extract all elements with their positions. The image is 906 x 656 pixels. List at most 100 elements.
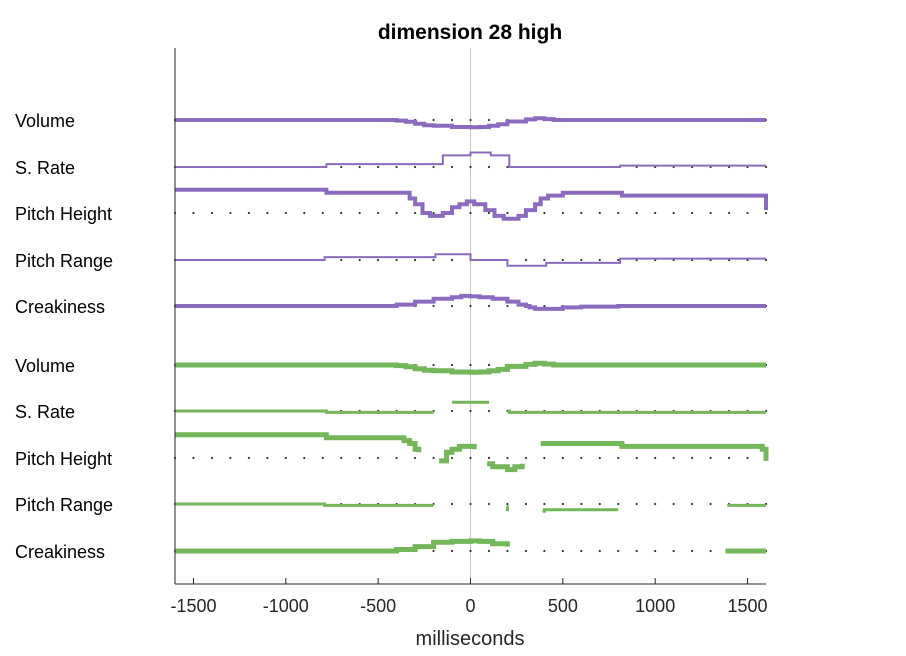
series-line-purple-creakiness xyxy=(175,293,766,311)
reference-dot xyxy=(654,456,657,460)
reference-dot xyxy=(469,165,472,169)
reference-dot xyxy=(487,549,491,553)
reference-dot xyxy=(598,549,601,553)
reference-dot xyxy=(266,456,269,460)
row-label: Pitch Range xyxy=(15,251,113,271)
x-tick-label: 0 xyxy=(465,596,475,616)
x-tick-label: 500 xyxy=(548,596,578,616)
reference-dot xyxy=(487,363,491,367)
reference-dot xyxy=(469,304,472,308)
reference-dot xyxy=(377,211,380,215)
series-line-green-creakiness xyxy=(175,538,766,554)
row-label: Volume xyxy=(15,111,75,131)
x-tick-label: -1000 xyxy=(263,596,309,616)
reference-dot xyxy=(561,549,564,553)
reference-dot xyxy=(672,456,675,460)
reference-dot xyxy=(709,456,712,460)
row-label: Creakiness xyxy=(15,297,105,317)
reference-dot xyxy=(340,211,343,215)
reference-dot xyxy=(691,502,694,506)
reference-dot xyxy=(561,502,564,506)
reference-dot xyxy=(524,549,528,553)
reference-dot xyxy=(229,211,232,215)
reference-dot xyxy=(395,258,398,262)
reference-dot xyxy=(746,211,749,215)
reference-dot xyxy=(691,549,694,553)
reference-dot xyxy=(450,502,454,506)
reference-dot xyxy=(358,456,361,460)
reference-dot xyxy=(506,502,509,506)
reference-dot xyxy=(469,118,472,122)
reference-dot xyxy=(284,211,287,215)
chart-title: dimension 28 high xyxy=(378,21,562,44)
reference-dot xyxy=(210,211,214,215)
reference-dot xyxy=(432,549,435,553)
series-line-green-s-rate xyxy=(175,400,766,414)
reference-dot xyxy=(561,211,564,215)
reference-dot xyxy=(617,211,620,215)
reference-dot xyxy=(450,258,454,262)
x-axis-label: milliseconds xyxy=(416,628,525,650)
row-label: Pitch Range xyxy=(15,495,113,515)
reference-dot xyxy=(358,258,361,262)
reference-dot xyxy=(506,211,509,215)
reference-dot xyxy=(598,502,601,506)
reference-dot xyxy=(303,456,306,460)
reference-dot xyxy=(358,211,361,215)
reference-dot xyxy=(617,549,620,553)
reference-dot xyxy=(432,304,435,308)
row-label: Pitch Height xyxy=(15,449,112,469)
x-tick-label: -1500 xyxy=(170,596,216,616)
reference-dot xyxy=(266,211,269,215)
reference-dot xyxy=(524,502,528,506)
reference-dot xyxy=(635,549,638,553)
reference-dot xyxy=(413,211,417,215)
reference-dot xyxy=(432,118,435,122)
reference-dot xyxy=(524,456,528,460)
reference-dot xyxy=(561,258,564,262)
series-line-purple-volume xyxy=(175,116,766,130)
reference-dot xyxy=(432,258,435,262)
series-line-green-pitch-range xyxy=(175,502,766,513)
reference-dot xyxy=(432,363,435,367)
reference-dot xyxy=(691,456,694,460)
reference-dot xyxy=(524,258,528,262)
row-label: S. Rate xyxy=(15,402,75,422)
reference-dot xyxy=(543,258,546,262)
reference-dot xyxy=(192,456,195,460)
reference-dot xyxy=(691,211,694,215)
series-line-green-pitch-height xyxy=(175,432,769,473)
reference-dot xyxy=(506,456,509,460)
series-line-purple-pitch-height xyxy=(175,187,768,221)
reference-dot xyxy=(543,549,546,553)
reference-dot xyxy=(580,502,583,506)
reference-dot xyxy=(635,502,638,506)
reference-dot xyxy=(580,456,583,460)
row-labels-layer: Volume S. Rate Pitch Height Pitch Range Crea… xyxy=(15,111,113,562)
reference-dot xyxy=(395,456,398,460)
reference-dot xyxy=(727,211,731,215)
series-line-purple-pitch-range xyxy=(175,253,766,267)
reference-dot xyxy=(746,456,749,460)
reference-dot xyxy=(617,258,620,262)
x-tick-label: -500 xyxy=(360,596,396,616)
reference-dot xyxy=(469,211,472,215)
reference-dot xyxy=(672,502,675,506)
reference-dot xyxy=(469,502,472,506)
reference-dot xyxy=(487,304,491,308)
reference-dot xyxy=(321,211,324,215)
reference-dot xyxy=(543,211,546,215)
reference-dot xyxy=(469,456,472,460)
reference-dot xyxy=(321,456,324,460)
reference-dot xyxy=(450,165,454,169)
reference-dot xyxy=(284,456,287,460)
reference-dot xyxy=(377,258,380,262)
reference-dot xyxy=(413,456,417,460)
reference-dot xyxy=(450,456,454,460)
reference-dot xyxy=(506,165,509,169)
reference-dot xyxy=(635,211,638,215)
reference-dot xyxy=(450,304,454,308)
x-tick-label: 1500 xyxy=(728,596,768,616)
reference-dot xyxy=(413,258,417,262)
